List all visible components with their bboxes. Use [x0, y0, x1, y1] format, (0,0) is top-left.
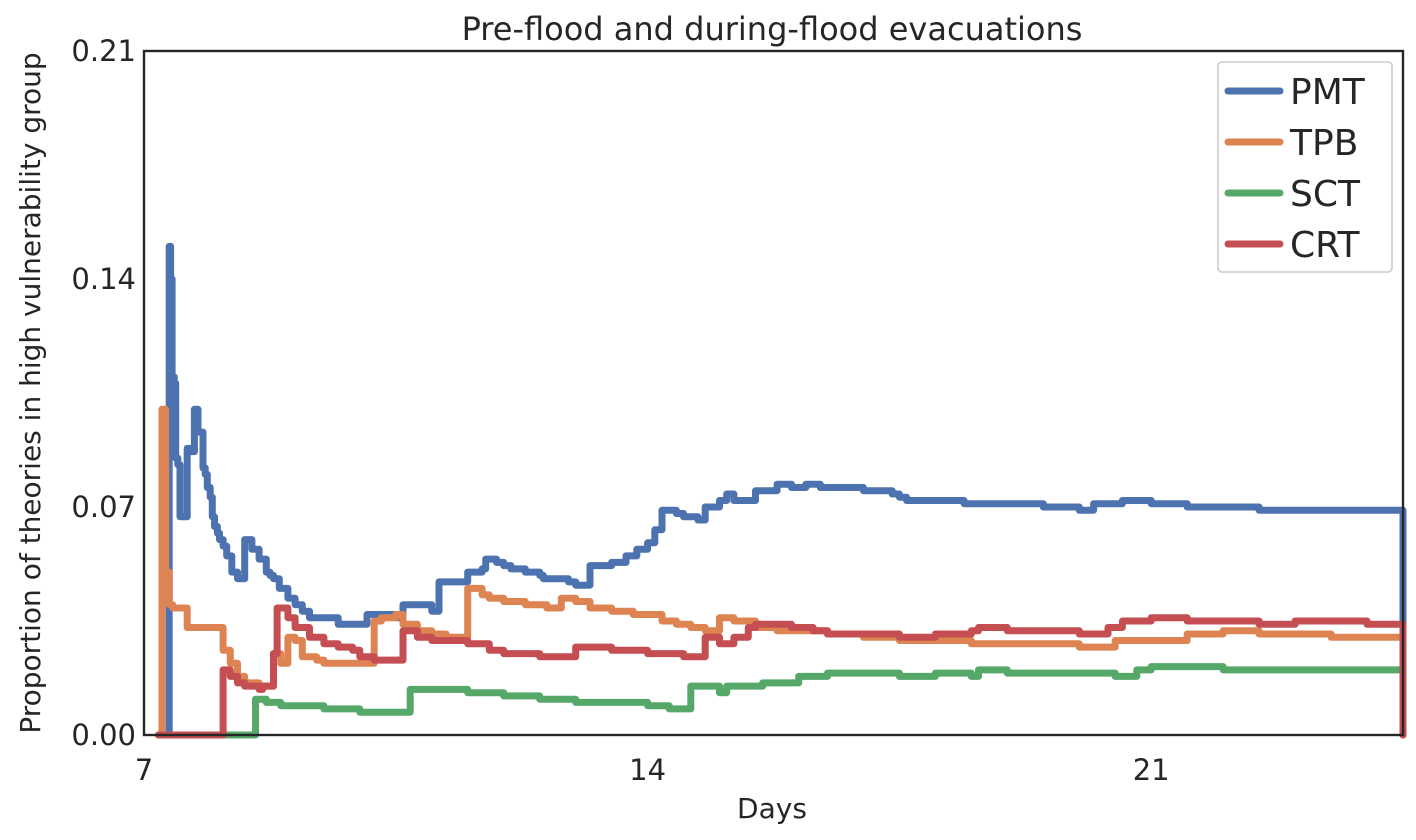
plot-frame: [142, 49, 1405, 737]
y-tick-label: 0.07: [71, 490, 136, 524]
y-tick-label: 0.14: [71, 262, 136, 296]
legend-label: TPB: [1289, 123, 1358, 164]
legend-item-tpb: TPB: [1224, 123, 1358, 164]
y-tick-label: 0.00: [71, 718, 136, 752]
legend-label: SCT: [1290, 174, 1361, 215]
legend-label: PMT: [1290, 72, 1366, 113]
legend-item-pmt: PMT: [1224, 72, 1366, 113]
series-line-crt: [154, 604, 1407, 739]
legend-box: [1217, 61, 1393, 273]
y-tick-label: 0.21: [71, 34, 136, 68]
y-tick-labels: 0.00 0.07 0.14 0.21: [71, 34, 136, 752]
x-axis-label: Days: [737, 792, 807, 825]
legend-items: PMT TPB SCT CRT: [1224, 72, 1366, 266]
y-axis-label: Proportion of theories in high vulnerabi…: [14, 52, 47, 733]
legend-label: CRT: [1290, 225, 1361, 266]
legend-item-sct: SCT: [1224, 174, 1361, 215]
legend-item-crt: CRT: [1224, 225, 1361, 266]
series-line-pmt: [165, 242, 1407, 739]
x-tick-label: 7: [135, 753, 153, 787]
x-tick-label: 21: [1133, 753, 1170, 787]
chart-title: Pre-flood and during-flood evacuations: [462, 10, 1083, 48]
x-tick-label: 14: [629, 753, 666, 787]
x-tick-labels: 7 14 21: [135, 753, 1170, 787]
series-layer: [154, 242, 1407, 739]
legend: PMT TPB SCT CRT: [1217, 61, 1393, 273]
series-line-sct: [154, 663, 1407, 739]
